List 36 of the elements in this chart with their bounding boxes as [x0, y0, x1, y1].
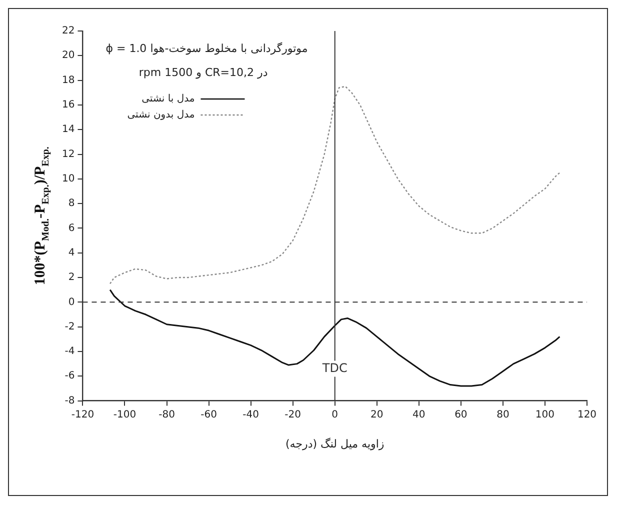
- y-tick-label: 0: [68, 296, 75, 308]
- y-tick-label: 18: [62, 74, 75, 86]
- y-tick-label: -4: [64, 346, 75, 358]
- legend-label: مدل بدون نشتی: [127, 110, 195, 121]
- x-tick-label: 0: [332, 409, 338, 420]
- y-tick-label: 14: [62, 124, 75, 136]
- x-tick-label: 80: [496, 409, 510, 420]
- y-tick-label: 16: [62, 100, 75, 111]
- y-tick-label: -6: [64, 370, 75, 382]
- y-tick-label: -8: [64, 395, 75, 406]
- x-tick-label: 60: [454, 409, 468, 420]
- annotation: TDC: [321, 360, 348, 375]
- x-tick-label: -20: [284, 409, 302, 420]
- y-tick-label: 12: [62, 148, 75, 160]
- text: موتورگردانی با مخلوط سوخت-هوا ϕ = 1.0: [106, 42, 308, 55]
- y-tick-label: 6: [68, 222, 75, 234]
- y-tick-label: 8: [68, 198, 75, 210]
- y-tick-label: -2: [64, 321, 75, 332]
- x-tick-label: -120: [71, 409, 94, 420]
- text: در CR=10,2 و 1500 rpm: [138, 66, 268, 79]
- x-tick-label: -100: [113, 409, 136, 420]
- x-tick-label: 100: [535, 409, 555, 420]
- x-tick-label: -60: [200, 409, 217, 420]
- legend-label: مدل با نشتی: [142, 94, 195, 105]
- y-tick-label: 2: [68, 272, 75, 284]
- x-tick-label: 40: [412, 409, 426, 420]
- x-axis-title: زاویه میل لنگ (درجه): [286, 437, 384, 450]
- y-tick-label: 10: [62, 174, 75, 185]
- y-tick-label: 22: [62, 26, 75, 37]
- x-tick-label: 120: [577, 409, 597, 420]
- y-axis-title: 100*(PMod.-PExp.)/PExp.: [32, 146, 52, 286]
- x-tick-label: -80: [158, 409, 175, 420]
- y-tick-label: 20: [62, 50, 75, 62]
- y-tick-label: 4: [68, 247, 75, 258]
- x-tick-label: -40: [242, 409, 259, 420]
- x-tick-label: 20: [370, 409, 384, 420]
